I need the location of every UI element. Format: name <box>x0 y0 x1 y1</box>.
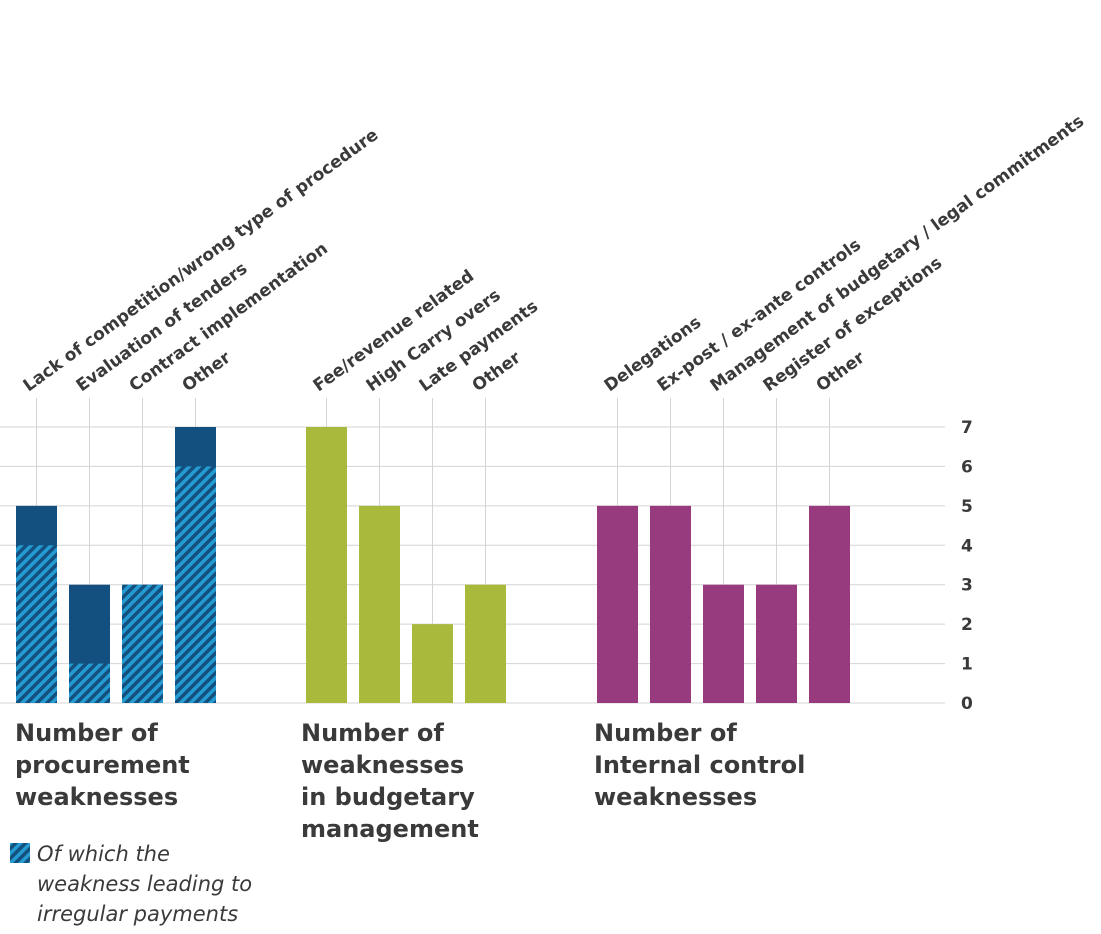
bar-irregular-payments <box>175 466 216 703</box>
bar-internal <box>597 505 638 703</box>
legend-label: irregular payments <box>37 902 238 926</box>
group-title-line: Number of <box>594 719 737 747</box>
legend-swatch-irregular-payments <box>10 843 30 863</box>
bar-budgetary <box>412 624 453 703</box>
group-title-line: management <box>301 815 479 843</box>
category-label: Management of budgetary / legal commitme… <box>707 111 1088 396</box>
group-title-line: weaknesses <box>594 783 757 811</box>
group-title-line: weaknesses <box>301 751 464 779</box>
group-title-line: Internal control <box>594 751 805 779</box>
legend-label: weakness leading to <box>37 872 252 896</box>
category-label: Contract implementation <box>126 239 332 396</box>
group-title-line: weaknesses <box>15 783 178 811</box>
y-tick-label: 5 <box>961 497 973 517</box>
bar-irregular-payments <box>16 545 57 703</box>
bar-internal <box>756 584 797 703</box>
y-tick-label: 0 <box>961 694 973 714</box>
category-label: Lack of competition/wrong type of proced… <box>20 125 382 396</box>
y-tick-label: 3 <box>961 576 973 596</box>
y-tick-label: 1 <box>961 655 973 675</box>
bar-irregular-payments <box>122 584 163 703</box>
bar-internal <box>650 505 691 703</box>
bar-budgetary <box>359 505 400 703</box>
legend-label: Of which the <box>37 842 170 866</box>
bar-internal <box>809 505 850 703</box>
group-title-line: procurement <box>15 751 190 779</box>
y-tick-label: 2 <box>961 615 973 635</box>
group-title-line: Number of <box>301 719 444 747</box>
group-title-line: in budgetary <box>301 783 475 811</box>
group-title-line: Number of <box>15 719 158 747</box>
y-tick-label: 7 <box>961 418 973 438</box>
bar-internal <box>703 584 744 703</box>
y-tick-label: 6 <box>961 457 973 477</box>
bar-budgetary <box>465 584 506 703</box>
y-tick-label: 4 <box>961 536 973 556</box>
bar-budgetary <box>306 427 347 703</box>
bar-irregular-payments <box>69 663 110 703</box>
